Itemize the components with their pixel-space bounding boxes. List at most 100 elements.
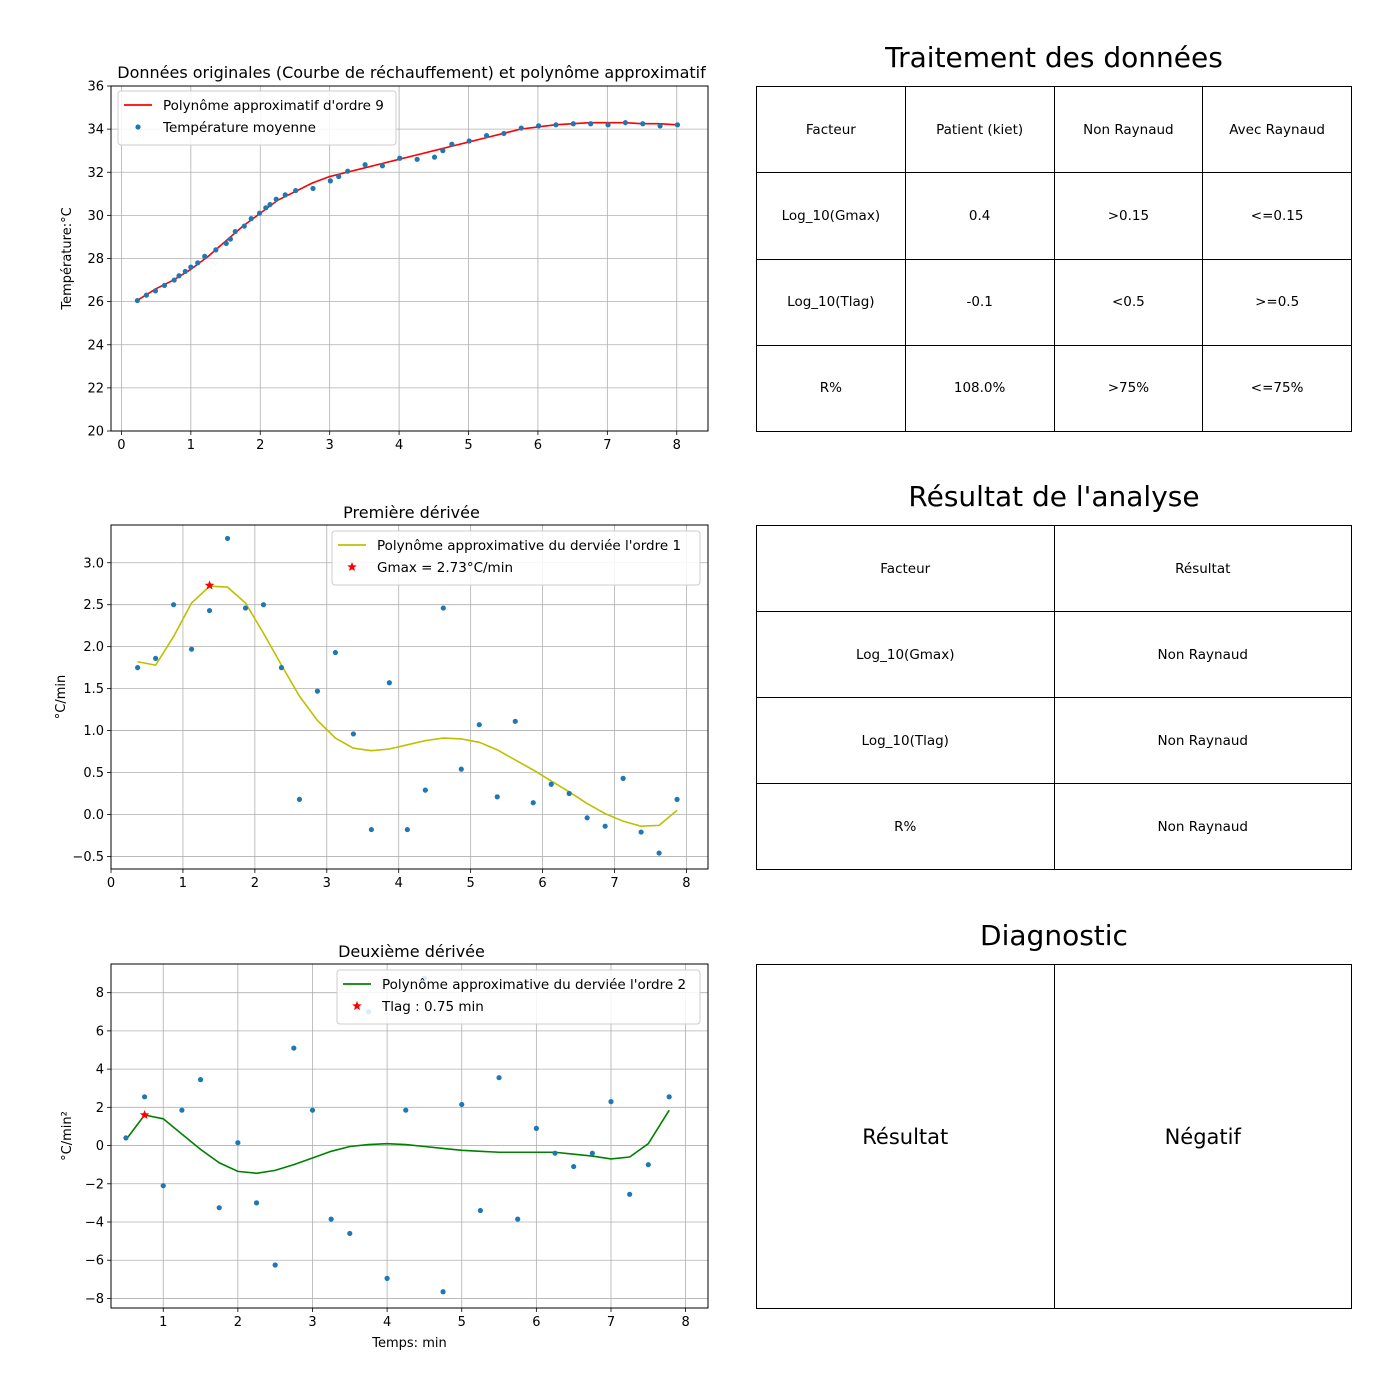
analysis-header-factor: Facteur: [756, 525, 1055, 612]
legend-label: Tlag : 0.75 min: [381, 999, 484, 1015]
plot-frame: [110, 963, 709, 1309]
y-tick-label: 6: [96, 1024, 104, 1039]
y-tick-label: 0.0: [83, 808, 104, 823]
y-tick-label: 22: [87, 381, 104, 396]
legend-label: Température moyenne: [162, 120, 316, 136]
y-axis-label: Température:°C: [60, 207, 75, 310]
diagnostic-title: Diagnostic: [980, 919, 1128, 952]
data-point: [278, 665, 285, 671]
processing-header-factor: Facteur: [756, 85, 906, 174]
data-point: [267, 201, 273, 208]
y-tick-label: 3.0: [83, 556, 104, 571]
processing-cell: <=0.15: [1202, 172, 1352, 260]
processing-cell: Log_10(Tlag): [756, 258, 906, 346]
analysis-header-result: Résultat: [1053, 525, 1352, 612]
y-tick-label: −6: [85, 1254, 104, 1269]
x-tick-label: 7: [603, 438, 611, 453]
processing-cell: <0.5: [1053, 258, 1204, 346]
x-tick-label: 2: [234, 1315, 242, 1330]
y-tick-label: 0.5: [83, 766, 104, 781]
x-tick-label: 0: [117, 438, 125, 453]
processing-header-patient: Patient (kiet): [904, 85, 1055, 174]
data-point: [152, 288, 159, 294]
data-point: [602, 823, 608, 829]
x-tick-label: 8: [673, 438, 681, 453]
processing-header-non-raynaud: Non Raynaud: [1053, 85, 1204, 174]
y-tick-label: 30: [87, 209, 104, 224]
processing-cell: R%: [756, 344, 906, 433]
data-point: [404, 826, 410, 833]
x-tick-label: 6: [532, 1315, 540, 1330]
data-point: [379, 163, 386, 169]
x-tick-label: 7: [610, 876, 618, 891]
processing-cell: 108.0%: [904, 344, 1055, 433]
y-tick-label: 0: [96, 1139, 104, 1154]
y-tick-label: −2: [85, 1177, 104, 1192]
data-point: [362, 162, 368, 168]
series-line: [125, 1109, 670, 1175]
y-tick-label: 2.0: [83, 640, 104, 655]
legend-star-swatch: [352, 1001, 362, 1011]
data-point: [141, 1094, 148, 1100]
y-tick-label: 8: [96, 986, 104, 1001]
y-tick-label: 2.5: [83, 598, 104, 613]
data-point: [314, 688, 321, 694]
data-point: [263, 205, 269, 211]
processing-cell: <=75%: [1202, 344, 1352, 433]
data-point: [350, 731, 356, 737]
processing-table: Facteur Patient (kiet) Non Raynaud Avec …: [756, 85, 1352, 433]
data-point: [440, 605, 446, 611]
data-point: [309, 1107, 316, 1113]
data-point: [571, 1163, 577, 1170]
x-tick-label: 7: [607, 1315, 615, 1330]
data-point: [310, 185, 316, 192]
data-point: [170, 602, 177, 608]
data-point: [674, 122, 681, 128]
data-point: [197, 1077, 204, 1083]
x-axis-label: Temps: min: [371, 1336, 446, 1351]
y-tick-label: 1.0: [83, 724, 104, 739]
data-point: [368, 826, 374, 833]
processing-header-with-raynaud: Avec Raynaud: [1202, 85, 1352, 174]
analysis-cell: Non Raynaud: [1053, 611, 1352, 698]
data-point: [666, 1094, 672, 1100]
data-point: [422, 787, 428, 793]
data-point: [291, 1045, 297, 1051]
data-point: [123, 1135, 129, 1141]
x-tick-label: 8: [681, 1315, 689, 1330]
data-point: [161, 282, 168, 289]
data-point: [656, 850, 662, 856]
data-point: [566, 790, 572, 797]
data-point: [282, 192, 288, 198]
data-point: [458, 766, 464, 772]
y-tick-label: 24: [87, 338, 104, 353]
data-point: [386, 680, 392, 686]
diagnostic-value: Négatif: [1053, 964, 1352, 1309]
series-line: [138, 121, 677, 301]
y-tick-label: 28: [87, 252, 104, 267]
data-point: [143, 292, 150, 298]
data-point: [627, 1191, 633, 1197]
data-point: [477, 1207, 483, 1214]
x-tick-label: 5: [458, 1315, 466, 1330]
y-axis-label: °C/min: [54, 675, 69, 719]
y-tick-label: −0.5: [72, 850, 104, 865]
processing-cell: >0.15: [1053, 172, 1204, 260]
data-point: [224, 535, 231, 542]
data-point: [440, 1289, 446, 1295]
legend-box: [331, 530, 701, 586]
marker-star: [204, 580, 215, 590]
data-point: [515, 1216, 521, 1222]
chart-title: Données originales (Courbe de réchauffem…: [117, 63, 706, 82]
data-point: [483, 132, 490, 139]
x-tick-label: 2: [256, 438, 264, 453]
analysis-table-title: Résultat de l'analyse: [908, 480, 1200, 513]
data-point: [501, 130, 507, 137]
data-point: [176, 273, 182, 279]
data-point: [232, 228, 238, 235]
y-tick-label: 1.5: [83, 682, 104, 697]
data-point: [296, 796, 303, 802]
y-tick-label: −8: [85, 1292, 104, 1307]
